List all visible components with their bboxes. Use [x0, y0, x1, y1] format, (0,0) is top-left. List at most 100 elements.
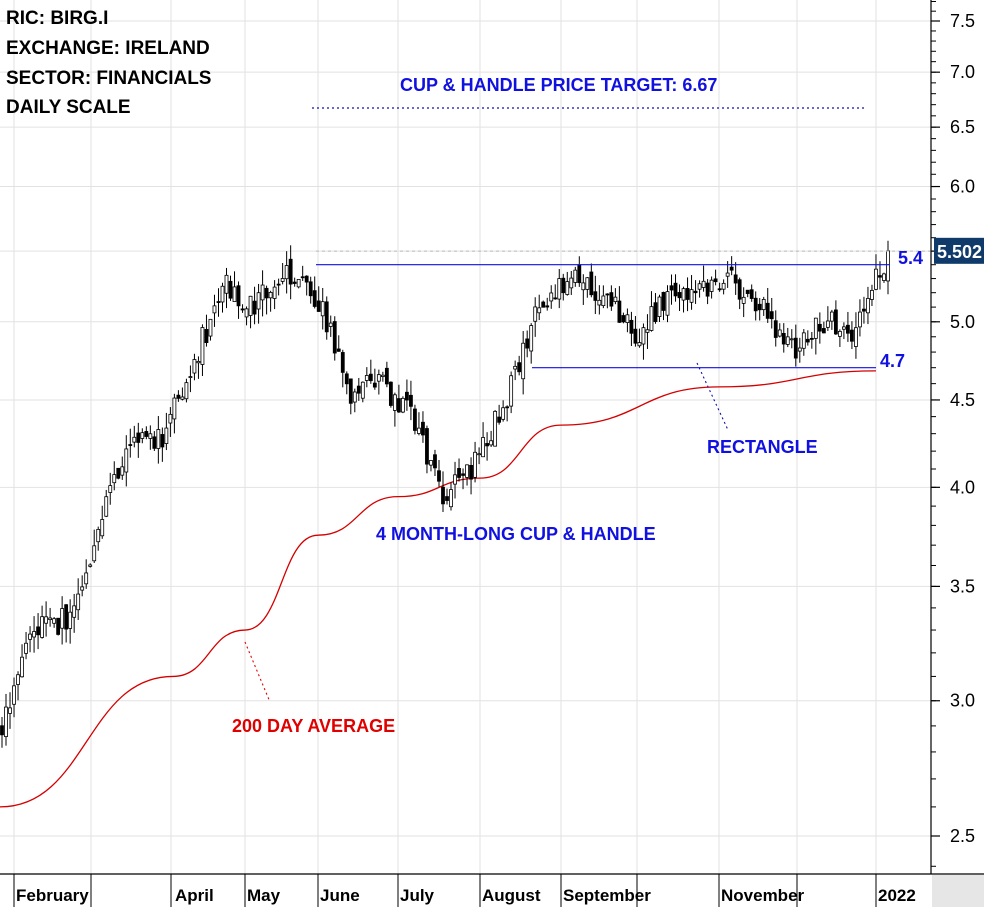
- candle-body: [64, 604, 69, 630]
- candle-body: [765, 302, 770, 319]
- candle-body: [541, 301, 546, 308]
- candle-body: [164, 427, 169, 444]
- candle-body: [641, 327, 646, 345]
- candle-body: [477, 453, 481, 456]
- candle-body: [521, 342, 526, 380]
- candle-body: [204, 329, 209, 344]
- candle-body: [669, 285, 674, 291]
- candle-body: [68, 611, 73, 629]
- candle-body: [308, 281, 313, 297]
- candle-body: [645, 329, 650, 333]
- candle-body: [633, 328, 638, 344]
- cup-handle-annotation: 4 MONTH-LONG CUP & HANDLE: [376, 524, 656, 544]
- candle-body: [16, 674, 20, 685]
- candle-body: [60, 608, 65, 629]
- candle-body: [312, 290, 317, 307]
- x-tick-label: August: [482, 886, 541, 905]
- candle-body: [136, 432, 141, 443]
- candle-body: [132, 436, 137, 443]
- candle-body: [120, 466, 125, 476]
- candle-body: [409, 394, 413, 407]
- candle-body: [240, 308, 245, 311]
- candle-body: [813, 317, 818, 339]
- candle-body: [829, 311, 834, 322]
- candle-body: [32, 631, 36, 638]
- y-tick-label: 3.5: [950, 576, 975, 596]
- candle-body: [653, 302, 658, 322]
- candle-body: [673, 282, 678, 297]
- y-tick-label: 3.0: [950, 691, 975, 711]
- candle-body: [561, 277, 566, 294]
- candle-body: [384, 367, 389, 385]
- grid: [0, 0, 931, 874]
- candle-body: [677, 292, 682, 299]
- sector-label: SECTOR: FINANCIALS: [6, 68, 212, 89]
- candle-body: [793, 337, 798, 359]
- candle-body: [601, 295, 606, 307]
- candle-body: [585, 277, 590, 290]
- candle-body: [144, 431, 149, 437]
- candle-body: [821, 328, 826, 334]
- candle-body: [425, 428, 429, 465]
- candle-body: [376, 374, 381, 382]
- candle-body: [288, 258, 293, 285]
- candle-body: [72, 605, 77, 618]
- axis-corner: [932, 875, 984, 907]
- candle-body: [445, 496, 449, 501]
- candle-body: [296, 279, 301, 288]
- candle-body: [525, 338, 530, 349]
- candle-body: [192, 359, 197, 374]
- candle-body: [489, 440, 494, 446]
- candle-body: [92, 545, 97, 562]
- ma-annotation: 200 DAY AVERAGE: [232, 716, 396, 736]
- candle-body: [825, 320, 830, 328]
- candle-body: [316, 300, 321, 312]
- candle-body: [809, 337, 814, 340]
- candle-body: [850, 329, 854, 342]
- candle-body: [858, 311, 862, 328]
- candle-body: [256, 292, 261, 310]
- candle-body: [597, 299, 602, 306]
- candle-body: [629, 319, 634, 334]
- candle-body: [862, 308, 866, 312]
- candle-body: [453, 474, 457, 485]
- candle-body: [437, 470, 441, 482]
- candle-body: [769, 311, 774, 320]
- candle-body: [605, 293, 610, 296]
- candle-body: [396, 398, 401, 413]
- candle-body: [328, 322, 333, 327]
- ma-200-line: [0, 370, 877, 808]
- candle-body: [112, 474, 117, 484]
- candle-body: [501, 407, 506, 420]
- candle-body: [20, 656, 24, 678]
- candle-body: [777, 329, 782, 337]
- candle-body: [380, 374, 385, 377]
- candle-body: [96, 529, 101, 543]
- candle-body: [817, 323, 822, 332]
- candle-body: [713, 278, 718, 283]
- rectangle-pointer: [696, 362, 729, 431]
- resistance-level-label: 5.4: [898, 248, 924, 268]
- candle-body: [433, 454, 437, 469]
- candle-body: [44, 616, 48, 624]
- candle-body: [268, 292, 273, 299]
- candle-body: [457, 468, 461, 478]
- candle-body: [625, 314, 630, 323]
- candle-body: [24, 642, 28, 654]
- candle-body: [108, 485, 113, 493]
- candle-body: [461, 473, 465, 476]
- candle-body: [789, 338, 794, 341]
- candle-body: [773, 320, 778, 338]
- candle-body: [80, 586, 85, 591]
- candle-body: [785, 336, 790, 345]
- candle-body: [324, 301, 329, 333]
- candle-body: [228, 280, 233, 299]
- candle-body: [208, 318, 213, 337]
- candle-body: [52, 618, 57, 624]
- candle-body: [593, 291, 598, 301]
- candle-body: [76, 593, 81, 611]
- candle-body: [533, 306, 538, 322]
- candle-body: [340, 352, 345, 373]
- candle-body: [833, 309, 838, 335]
